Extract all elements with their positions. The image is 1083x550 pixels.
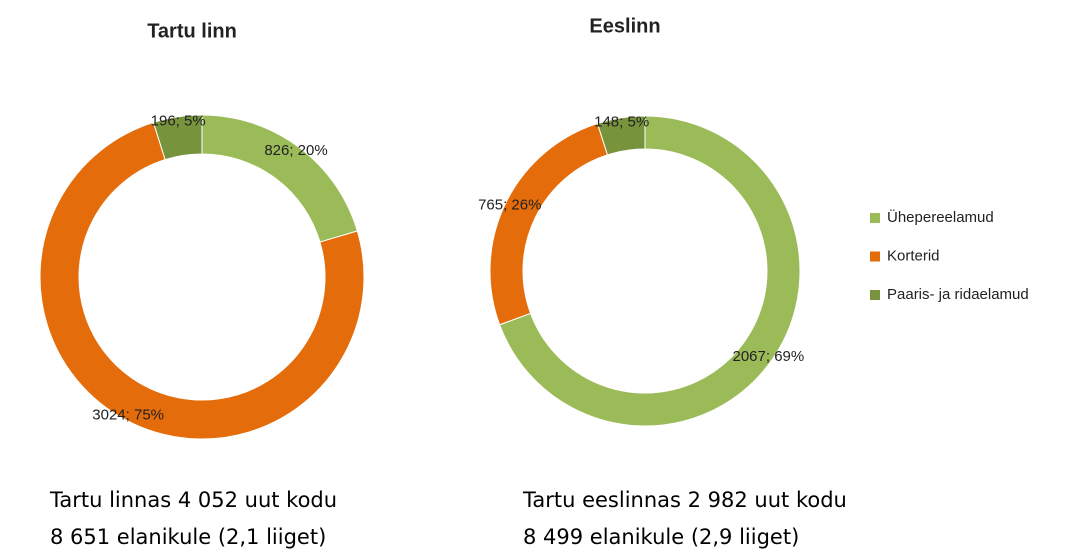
legend-label: Paaris- ja ridaelamud xyxy=(887,286,1029,303)
caption: 8 499 elanikule (2,9 liiget) xyxy=(523,525,799,549)
data-label: 826; 20% xyxy=(264,142,327,159)
caption: 8 651 elanikule (2,1 liiget) xyxy=(50,525,326,549)
data-label: 148; 5% xyxy=(594,113,649,130)
donut-segment xyxy=(596,115,646,156)
caption: Tartu linnas 4 052 uut kodu xyxy=(49,488,337,512)
legend-label: Korterid xyxy=(887,247,940,264)
legend-label: Ühepereelamud xyxy=(887,208,994,226)
caption: Tartu eeslinnas 2 982 uut kodu xyxy=(522,488,847,512)
chart-title: Eeslinn xyxy=(589,15,660,37)
legend-swatch xyxy=(870,213,880,223)
data-label: 3024; 75% xyxy=(92,407,164,424)
data-label: 2067; 69% xyxy=(733,348,805,365)
donut-segment xyxy=(489,122,609,326)
donut-segment xyxy=(498,115,801,427)
chart-title: Tartu linn xyxy=(147,20,237,42)
donut-segment xyxy=(39,121,365,440)
donut-segment xyxy=(152,114,203,161)
legend-swatch xyxy=(870,251,880,262)
data-label: 765; 26% xyxy=(478,196,541,213)
data-label: 196; 5% xyxy=(151,113,206,130)
donut-segment xyxy=(201,114,358,243)
legend-swatch xyxy=(870,290,880,300)
